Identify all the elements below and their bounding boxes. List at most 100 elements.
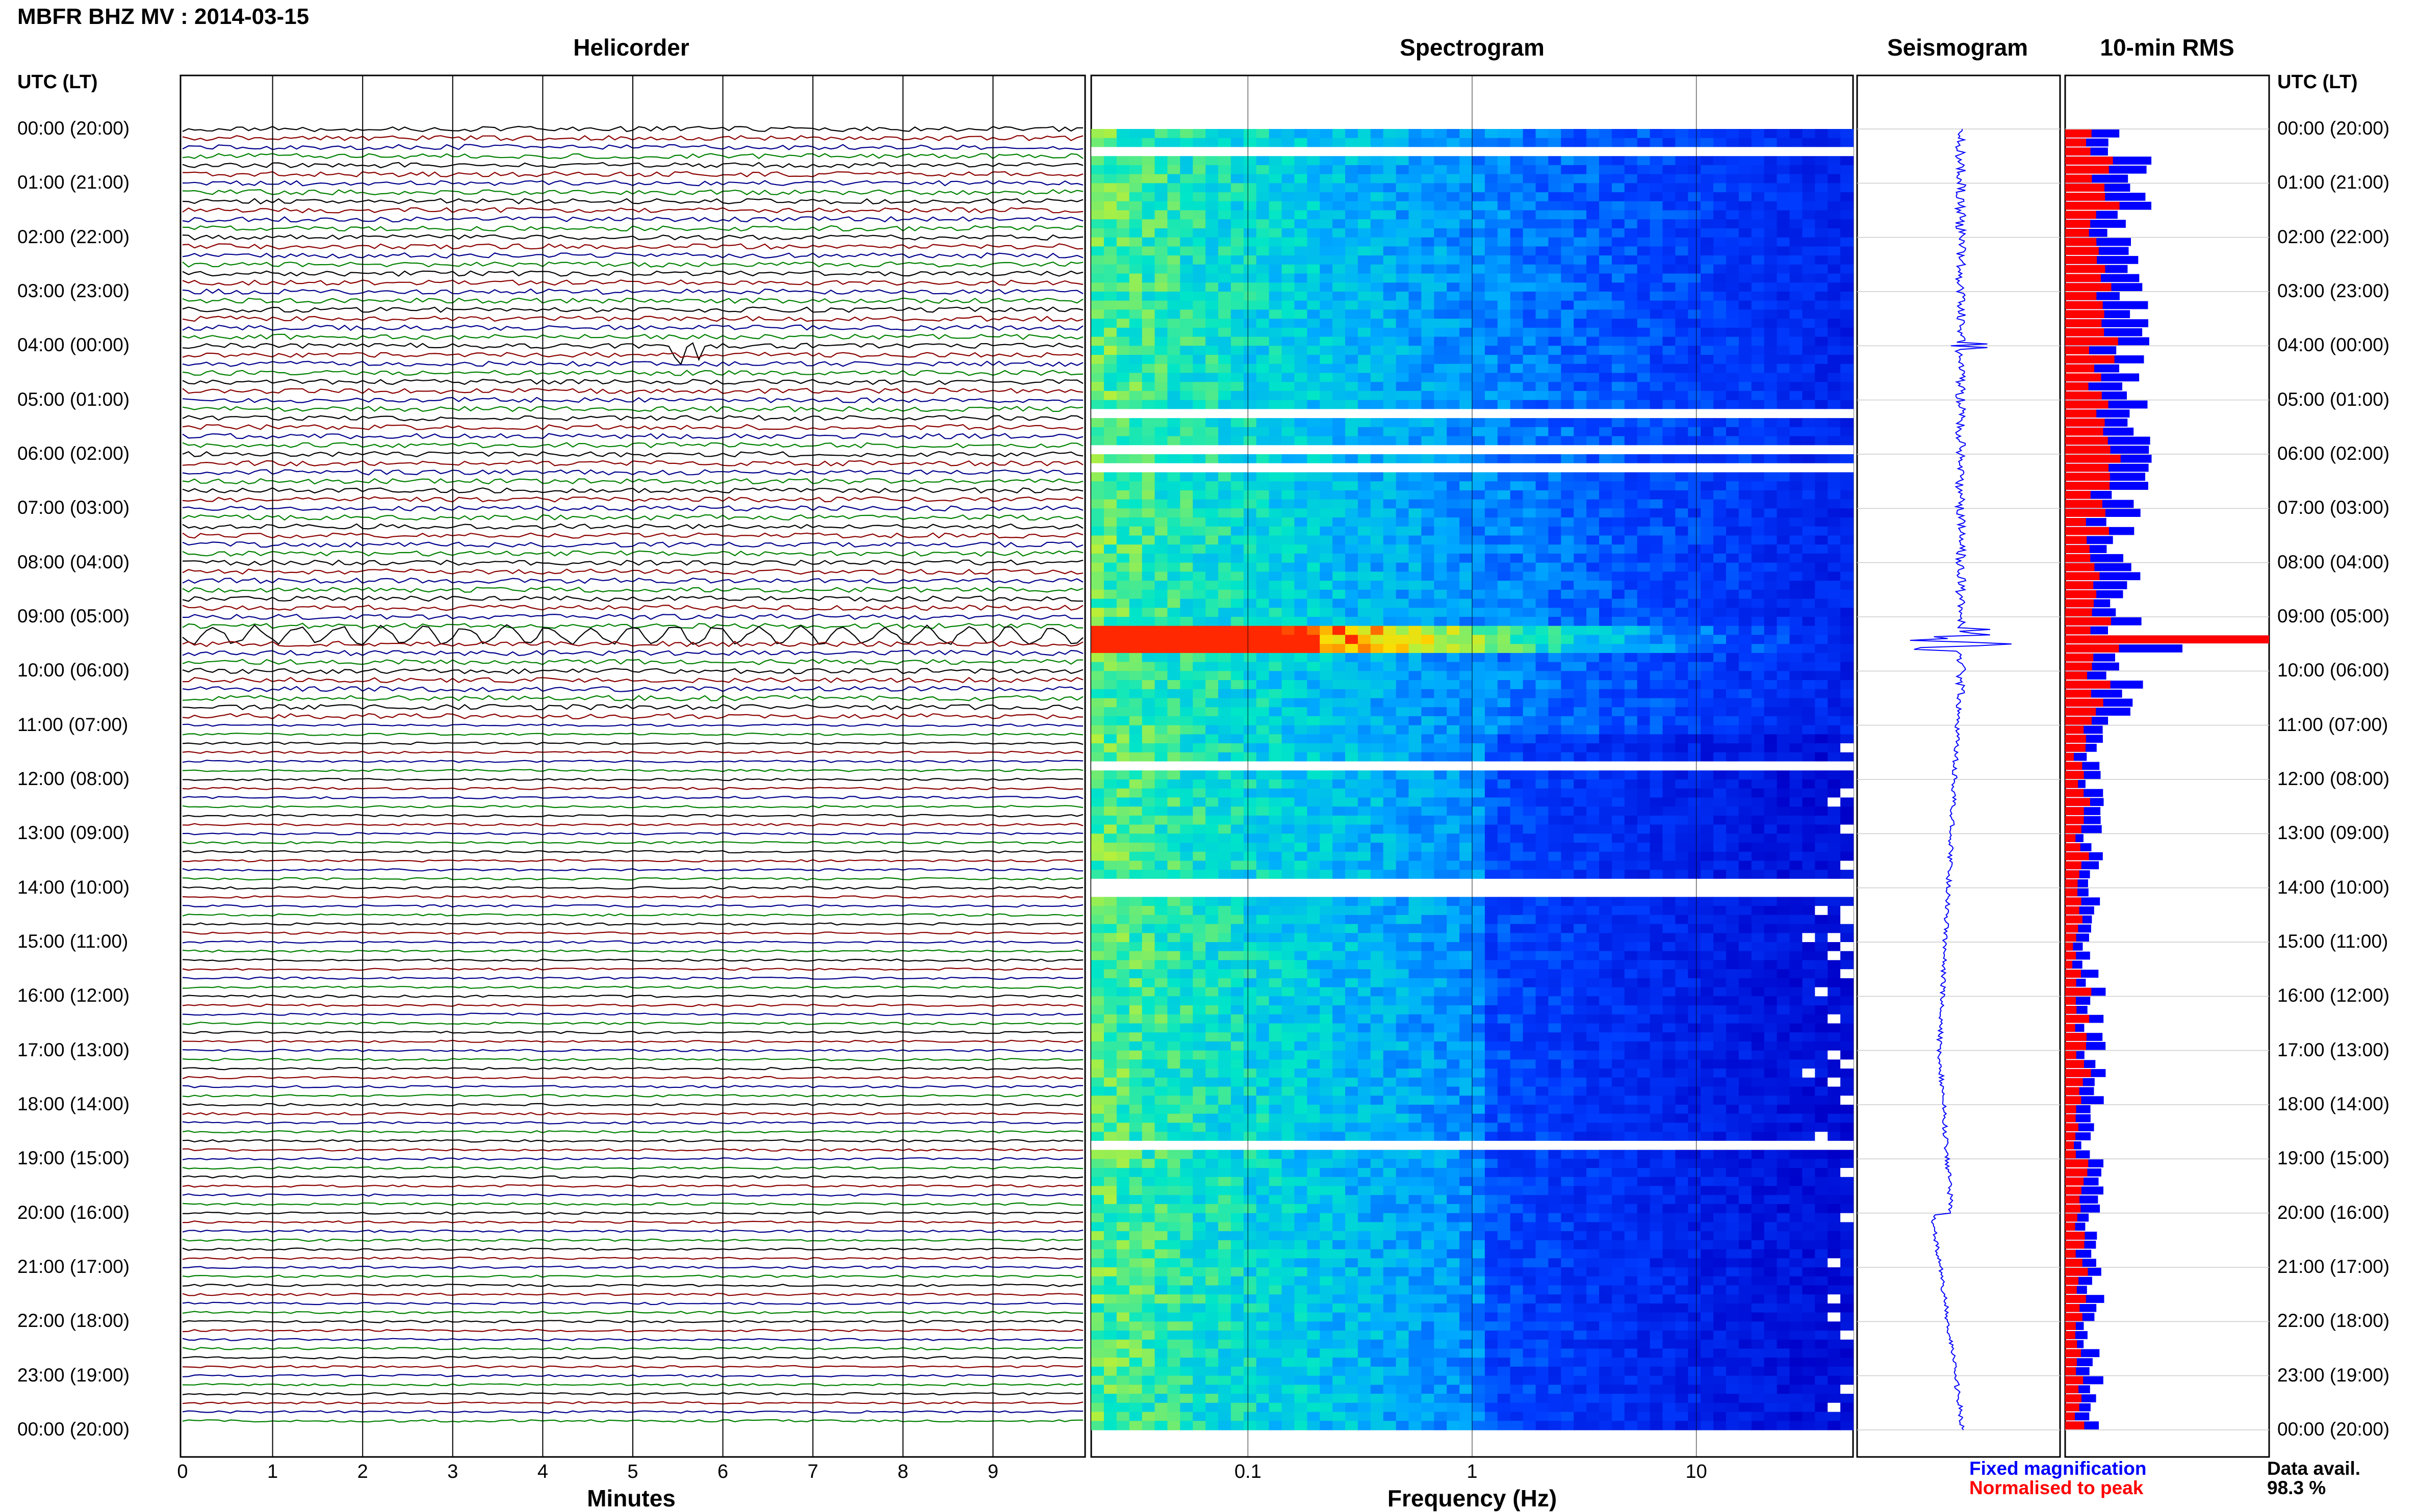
rms-bar-normalised: [2065, 608, 2092, 616]
rms-bar-normalised: [2065, 1060, 2084, 1068]
rms-bar-normalised: [2065, 816, 2084, 824]
rms-bar-normalised: [2065, 428, 2103, 436]
rms-bar-normalised: [2065, 1096, 2081, 1104]
rms-bar-normalised: [2065, 157, 2113, 165]
rms-bar-normalised: [2065, 970, 2081, 978]
rms-bar-normalised: [2065, 681, 2111, 689]
row-label-left: 23:00 (19:00): [17, 1365, 130, 1386]
rms-bar-normalised: [2065, 464, 2109, 472]
rms-bar-normalised: [2065, 139, 2086, 147]
rms-bar-normalised: [2065, 1349, 2081, 1358]
rms-bar-normalised: [2065, 409, 2096, 418]
rms-bar-normalised: [2065, 1295, 2086, 1303]
rms-bar-normalised: [2065, 897, 2081, 905]
rms-bar-normalised: [2065, 1178, 2084, 1186]
rms-bar-normalised: [2065, 1322, 2076, 1330]
rms-bar-normalised: [2065, 1078, 2083, 1086]
frequency-tick-label: 1: [1467, 1461, 1477, 1483]
rms-bar-normalised: [2065, 798, 2090, 806]
rms-bar-normalised: [2065, 1304, 2079, 1312]
rms-bar-normalised: [2065, 627, 2091, 635]
rms-bar-normalised: [2065, 545, 2090, 553]
rms-bar-normalised: [2065, 943, 2073, 951]
rms-bar-normalised: [2065, 771, 2084, 779]
legend-fixed: Fixed magnification: [1969, 1458, 2146, 1479]
rms-bar-normalised: [2065, 1394, 2081, 1402]
rms-bar-normalised: [2065, 572, 2099, 580]
rms-bar-normalised: [2065, 644, 2119, 653]
rms-bar-normalised: [2065, 997, 2076, 1005]
rms-bar-normalised: [2065, 437, 2108, 445]
row-label-right: 07:00 (03:00): [2277, 497, 2389, 518]
spectrogram-title: Spectrogram: [1400, 34, 1545, 61]
rms-bar-normalised: [2065, 527, 2109, 535]
rms-bar-normalised: [2065, 1033, 2087, 1041]
rms-bar-normalised: [2065, 916, 2082, 924]
row-label-left: 10:00 (06:00): [17, 660, 130, 681]
row-label-right: 18:00 (14:00): [2277, 1093, 2389, 1115]
minutes-tick-label: 2: [357, 1461, 368, 1483]
row-label-right: 12:00 (08:00): [2277, 768, 2389, 790]
helicorder-title: Helicorder: [573, 34, 689, 61]
minutes-axis-label: Minutes: [587, 1484, 676, 1512]
rms-bar-normalised: [2065, 590, 2096, 598]
rms-bar-normalised: [2065, 843, 2080, 851]
rms-bar-normalised: [2065, 979, 2076, 987]
rms-bar-normalised: [2065, 247, 2099, 255]
minutes-tick-label: 5: [627, 1461, 638, 1483]
frequency-tick-label: 10: [1686, 1461, 1707, 1483]
rms-bar-normalised: [2065, 960, 2072, 969]
minutes-tick-label: 0: [177, 1461, 188, 1483]
row-label-right: 05:00 (01:00): [2277, 389, 2389, 410]
rms-bar-normalised: [2065, 202, 2120, 210]
rms-bar-normalised: [2065, 1069, 2091, 1077]
row-label-right: 00:00 (20:00): [2277, 1419, 2389, 1440]
rms-bar-normalised: [2065, 1205, 2080, 1213]
rms-bar-normalised: [2065, 870, 2079, 878]
rms-bar-normalised: [2065, 554, 2090, 562]
rms-bar-normalised: [2065, 635, 2269, 643]
data-avail-label: Data avail.: [2267, 1458, 2360, 1479]
rms-bar-normalised: [2065, 1132, 2075, 1140]
rms-bar-normalised: [2065, 1214, 2077, 1222]
rms-bar-normalised: [2065, 663, 2092, 671]
rms-bar-normalised: [2065, 1268, 2088, 1276]
row-label-left: 17:00 (13:00): [17, 1039, 130, 1061]
row-label-left: 06:00 (02:00): [17, 443, 130, 464]
row-label-right: 10:00 (06:00): [2277, 660, 2389, 681]
plot-title: MBFR BHZ MV : 2014-03-15: [17, 4, 309, 30]
row-label-right: 11:00 (07:00): [2277, 714, 2388, 736]
rms-bar-normalised: [2065, 518, 2086, 526]
row-label-left: 18:00 (14:00): [17, 1093, 130, 1115]
rms-bar-normalised: [2065, 852, 2089, 861]
rms-bar-normalised: [2065, 708, 2096, 716]
minutes-tick-label: 4: [537, 1461, 548, 1483]
rms-bar-normalised: [2065, 933, 2076, 942]
minutes-tick-label: 6: [717, 1461, 728, 1483]
rms-bar-normalised: [2065, 753, 2074, 761]
rms-title: 10-min RMS: [2100, 34, 2234, 61]
rms-bar-normalised: [2065, 599, 2094, 608]
rms-bar-normalised: [2065, 364, 2094, 373]
row-label-left: 13:00 (09:00): [17, 822, 130, 844]
rms-bar-normalised: [2065, 1006, 2076, 1014]
rms-bar-normalised: [2065, 1385, 2078, 1393]
row-label-right: 20:00 (16:00): [2277, 1202, 2389, 1223]
rms-bar-normalised: [2065, 1277, 2078, 1285]
minutes-tick-label: 3: [447, 1461, 458, 1483]
row-label-right: 21:00 (17:00): [2277, 1256, 2389, 1278]
rms-bar-normalised: [2065, 147, 2091, 155]
rms-bar-normalised: [2065, 193, 2105, 201]
rms-bar-normalised: [2065, 536, 2087, 544]
row-label-right: 13:00 (09:00): [2277, 822, 2389, 844]
rms-bar-normalised: [2065, 401, 2109, 409]
row-label-right: 16:00 (12:00): [2277, 985, 2389, 1006]
minutes-tick-label: 7: [808, 1461, 818, 1483]
row-label-right: 14:00 (10:00): [2277, 877, 2389, 898]
rms-bar-normalised: [2065, 337, 2118, 346]
row-label-right: 02:00 (22:00): [2277, 226, 2389, 248]
row-label-left: 00:00 (20:00): [17, 1419, 130, 1440]
rms-bar-normalised: [2065, 419, 2105, 427]
rms-bar-normalised: [2065, 1141, 2074, 1150]
